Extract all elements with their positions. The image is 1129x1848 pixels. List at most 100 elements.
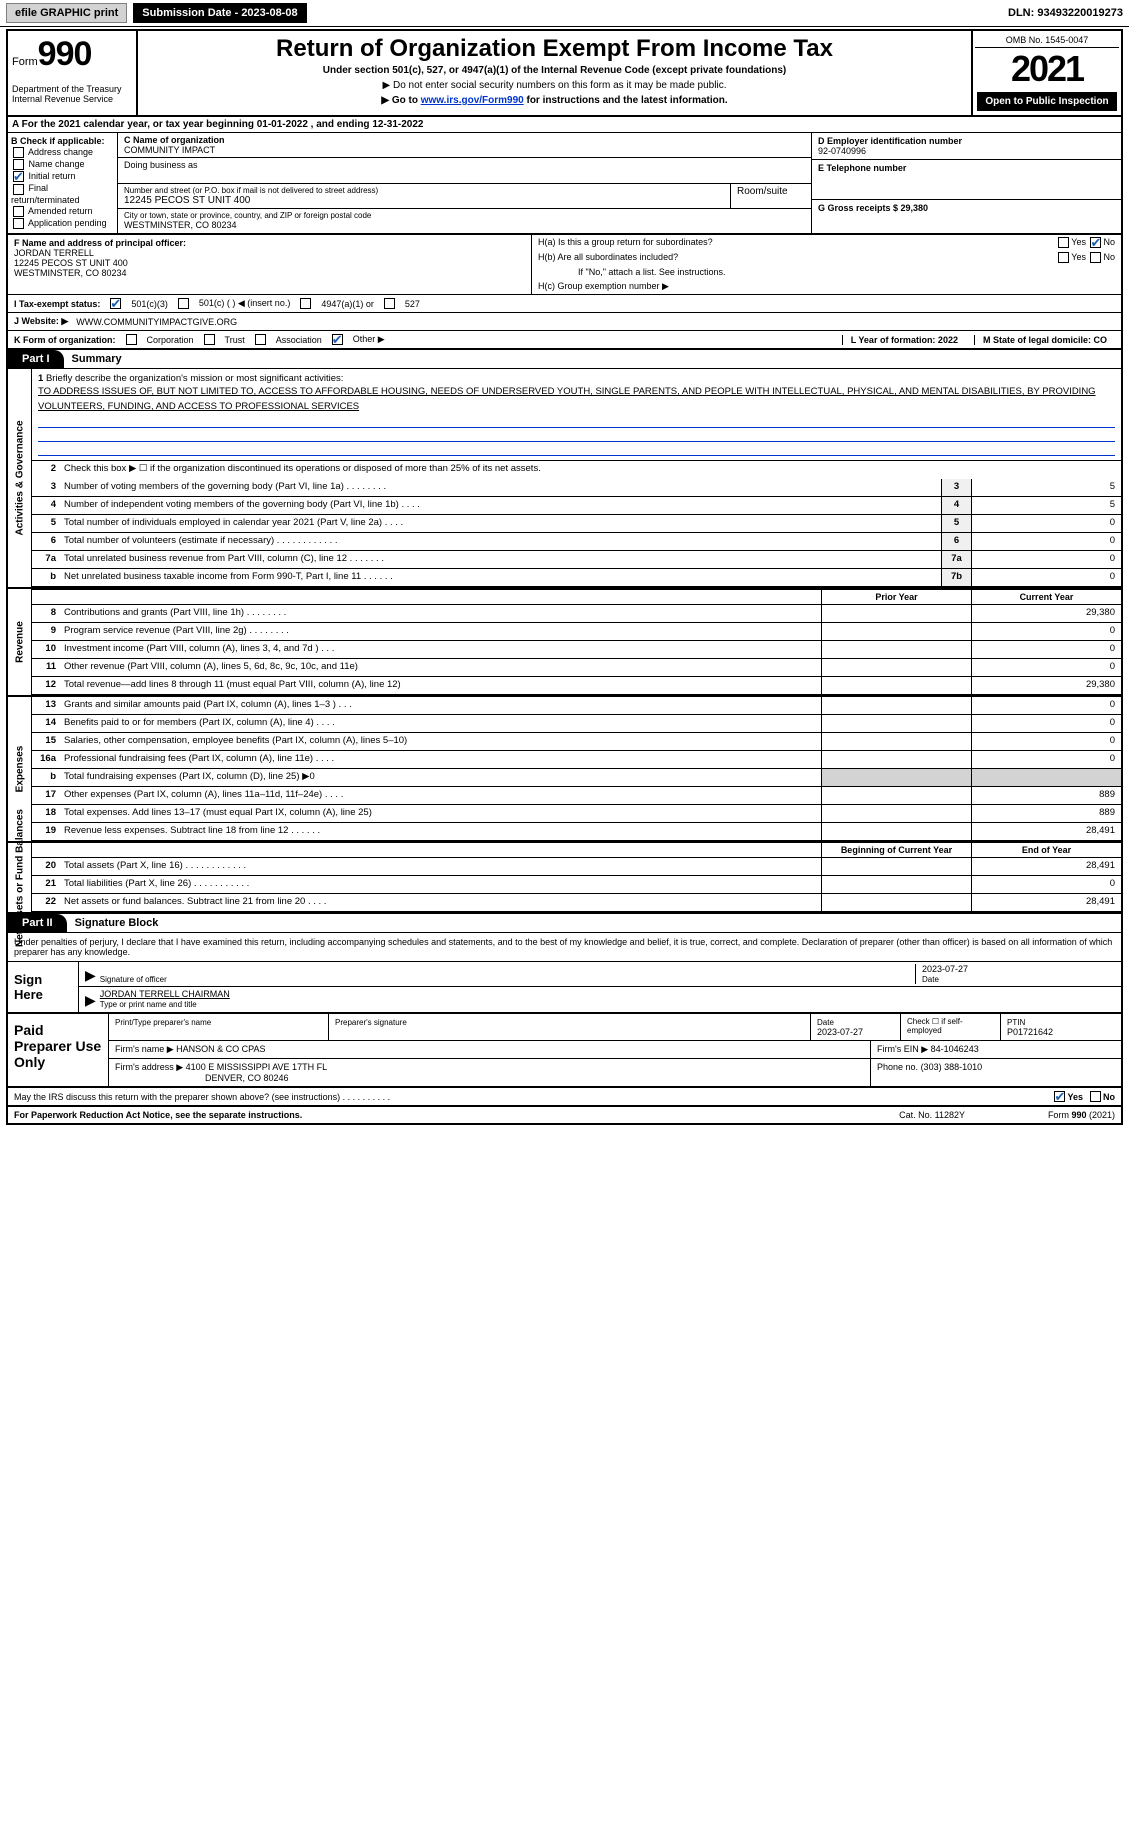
opt-4947[interactable]: 4947(a)(1) or xyxy=(321,299,374,309)
prep-date: 2023-07-27 xyxy=(817,1027,863,1037)
gov-line-desc: Number of voting members of the governin… xyxy=(60,479,941,496)
gov-line-desc: Net unrelated business taxable income fr… xyxy=(60,569,941,586)
officer-name: JORDAN TERRELL xyxy=(14,248,94,258)
street-value: 12245 PECOS ST UNIT 400 xyxy=(124,195,724,206)
irs-label: Internal Revenue Service xyxy=(12,94,132,104)
opt-corp[interactable]: Corporation xyxy=(147,335,194,345)
rev-current: 29,380 xyxy=(971,677,1121,694)
part1-header: Part I Summary xyxy=(8,350,1121,369)
dba-label: Doing business as xyxy=(124,160,805,170)
exp-prior xyxy=(821,805,971,822)
sig-officer-label: Signature of officer xyxy=(100,975,167,984)
form-footer: Form 990 (2021) xyxy=(965,1110,1115,1120)
exp-prior xyxy=(821,733,971,750)
officer-label: F Name and address of principal officer: xyxy=(14,238,186,248)
ein-label2: Firm's EIN ▶ xyxy=(877,1044,928,1054)
phone-label: E Telephone number xyxy=(818,163,906,173)
ha-yes[interactable]: Yes xyxy=(1071,237,1086,247)
sig-name: JORDAN TERRELL CHAIRMAN xyxy=(100,989,230,999)
gross-receipts: G Gross receipts $ 29,380 xyxy=(818,203,928,213)
opt-assoc[interactable]: Association xyxy=(276,335,322,345)
gov-line-val: 0 xyxy=(971,515,1121,532)
discuss-text: May the IRS discuss this return with the… xyxy=(14,1092,1052,1102)
chk-app-pending[interactable]: Application pending xyxy=(28,218,107,228)
rev-current: 29,380 xyxy=(971,605,1121,622)
chk-name-change[interactable]: Name change xyxy=(29,159,85,169)
form-header: Form990 Department of the Treasury Inter… xyxy=(8,31,1121,117)
opt-527[interactable]: 527 xyxy=(405,299,420,309)
exp-line-desc: Professional fundraising fees (Part IX, … xyxy=(60,751,821,768)
rev-prior xyxy=(821,641,971,658)
org-name-label: C Name of organization xyxy=(124,135,805,145)
discuss-yes[interactable]: Yes xyxy=(1067,1092,1083,1102)
chk-address-change[interactable]: Address change xyxy=(28,147,93,157)
col-end-year: End of Year xyxy=(971,843,1121,857)
firm-phone: (303) 388-1010 xyxy=(921,1062,983,1072)
rev-prior xyxy=(821,605,971,622)
col-begin-year: Beginning of Current Year xyxy=(821,843,971,857)
opt-trust[interactable]: Trust xyxy=(225,335,245,345)
sig-date-label: Date xyxy=(922,975,939,984)
rev-line-desc: Other revenue (Part VIII, column (A), li… xyxy=(60,659,821,676)
hb-note: If "No," attach a list. See instructions… xyxy=(538,267,1115,277)
gov-line-val: 0 xyxy=(971,533,1121,550)
opt-501c3[interactable]: 501(c)(3) xyxy=(131,299,168,309)
exp-line-desc: Other expenses (Part IX, column (A), lin… xyxy=(60,787,821,804)
exp-current: 0 xyxy=(971,697,1121,714)
tax-year: 2021 xyxy=(975,48,1119,90)
row-j: J Website: ▶ WWW.COMMUNITYIMPACTGIVE.ORG xyxy=(8,313,1121,331)
header-right: OMB No. 1545-0047 2021 Open to Public In… xyxy=(971,31,1121,115)
rev-prior xyxy=(821,659,971,676)
exp-prior xyxy=(821,697,971,714)
part2-title: Signature Block xyxy=(67,914,167,932)
ha-label: H(a) Is this a group return for subordin… xyxy=(538,237,995,248)
firm-addr1: 4100 E MISSISSIPPI AVE 17TH FL xyxy=(186,1062,327,1072)
row-k: K Form of organization: Corporation Trus… xyxy=(8,331,1121,350)
open-to-public: Open to Public Inspection xyxy=(977,92,1117,111)
vtab-revenue: Revenue xyxy=(14,622,25,664)
vtab-netassets: Net Assets or Fund Balances xyxy=(14,809,25,947)
discuss-no[interactable]: No xyxy=(1103,1092,1115,1102)
block-fh: F Name and address of principal officer:… xyxy=(8,235,1121,295)
sign-here-label: Sign Here xyxy=(8,962,78,1012)
hb-no[interactable]: No xyxy=(1103,252,1115,262)
col-current-year: Current Year xyxy=(971,590,1121,604)
officer-city: WESTMINSTER, CO 80234 xyxy=(14,268,127,278)
year-formation: L Year of formation: 2022 xyxy=(842,335,966,345)
prep-date-h: Date xyxy=(817,1018,834,1027)
exp-current: 889 xyxy=(971,787,1121,804)
net-line-desc: Total liabilities (Part X, line 26) . . … xyxy=(60,876,821,893)
net-begin xyxy=(821,876,971,893)
box-b: B Check if applicable: Address change Na… xyxy=(8,133,118,233)
firm-name: HANSON & CO CPAS xyxy=(176,1044,265,1054)
ha-no[interactable]: No xyxy=(1103,237,1115,247)
chk-amended[interactable]: Amended return xyxy=(28,206,93,216)
gov-line-desc: Number of independent voting members of … xyxy=(60,497,941,514)
net-end: 0 xyxy=(971,876,1121,893)
exp-line-desc: Total fundraising expenses (Part IX, col… xyxy=(60,769,821,786)
mission-label: Briefly describe the organization's miss… xyxy=(46,373,344,384)
officer-street: 12245 PECOS ST UNIT 400 xyxy=(14,258,128,268)
footer-row: For Paperwork Reduction Act Notice, see … xyxy=(8,1107,1121,1123)
tax-exempt-label: I Tax-exempt status: xyxy=(14,299,100,309)
opt-501c[interactable]: 501(c) ( ) ◀ (insert no.) xyxy=(199,298,290,309)
chk-initial-return[interactable]: Initial return xyxy=(29,171,76,181)
phone-label2: Phone no. xyxy=(877,1062,918,1072)
preparer-label: Paid Preparer Use Only xyxy=(8,1014,108,1086)
form-number: 990 xyxy=(38,35,92,73)
ein-label: D Employer identification number xyxy=(818,136,962,146)
irs-link[interactable]: www.irs.gov/Form990 xyxy=(421,95,524,106)
part1-tab: Part I xyxy=(8,350,64,368)
box-b-title: B Check if applicable: xyxy=(11,136,105,146)
hc-label: H(c) Group exemption number ▶ xyxy=(538,281,1115,292)
firm-ein: 84-1046243 xyxy=(931,1044,979,1054)
hb-yes[interactable]: Yes xyxy=(1071,252,1086,262)
rev-line-desc: Contributions and grants (Part VIII, lin… xyxy=(60,605,821,622)
col-prior-year: Prior Year xyxy=(821,590,971,604)
exp-current: 889 xyxy=(971,805,1121,822)
goto-note: ▶ Go to www.irs.gov/Form990 for instruct… xyxy=(146,95,963,106)
sig-date: 2023-07-27 xyxy=(922,964,968,974)
opt-other[interactable]: Other ▶ xyxy=(353,334,385,345)
header-mid: Return of Organization Exempt From Incom… xyxy=(138,31,971,115)
netassets-section: Net Assets or Fund Balances Beginning of… xyxy=(8,843,1121,914)
